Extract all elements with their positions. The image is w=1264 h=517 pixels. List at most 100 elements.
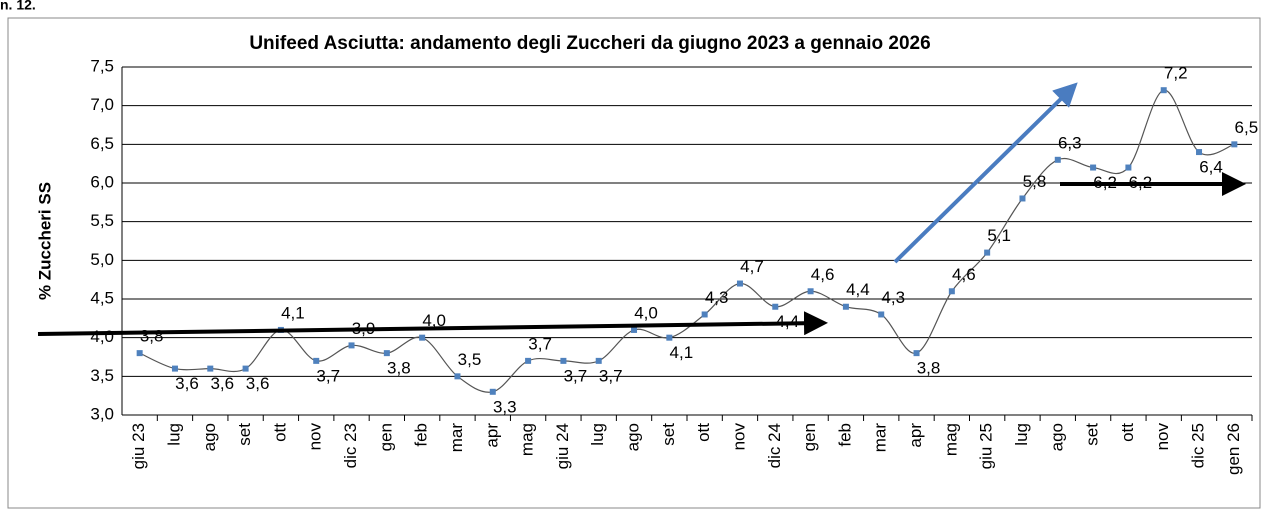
y-tick-label: 3,5: [90, 366, 114, 385]
data-point: [489, 388, 496, 395]
data-label: 3,6: [246, 374, 270, 393]
x-tick-label: apr: [482, 423, 501, 448]
x-tick-label: dic 23: [341, 423, 360, 468]
data-point: [454, 373, 461, 380]
x-tick-label: lug: [588, 423, 607, 446]
data-point: [1019, 195, 1026, 202]
x-tick-label: gen 26: [1224, 423, 1243, 475]
x-tick-label: giu 24: [553, 423, 572, 469]
data-label: 4,0: [634, 303, 658, 322]
data-point: [842, 303, 849, 310]
data-label: 5,8: [1023, 172, 1047, 191]
data-point: [313, 357, 320, 364]
x-tick-label: set: [1083, 423, 1102, 446]
data-point: [1090, 164, 1097, 171]
chart-frame: [7, 17, 1261, 509]
y-tick-label: 4,0: [90, 327, 114, 346]
data-point: [525, 357, 532, 364]
data-point: [207, 365, 214, 372]
data-point: [1160, 87, 1167, 94]
chart-title: Unifeed Asciutta: andamento degli Zucche…: [249, 33, 930, 54]
data-label: 4,3: [881, 288, 905, 307]
x-tick-label: giu 23: [129, 423, 148, 469]
data-point: [666, 334, 673, 341]
x-tick-label: lug: [164, 423, 183, 446]
data-point: [348, 342, 355, 349]
y-tick-label: 7,5: [90, 56, 114, 75]
data-point: [948, 288, 955, 295]
data-label: 6,4: [1199, 158, 1223, 177]
x-tick-label: feb: [412, 423, 431, 447]
data-point: [701, 311, 708, 318]
x-tick-label: set: [235, 423, 254, 446]
x-tick-label: mag: [518, 423, 537, 456]
data-label: 6,3: [1058, 133, 1082, 152]
data-point: [1196, 149, 1203, 156]
data-label: 3,8: [140, 327, 164, 346]
y-tick-label: 4,5: [90, 288, 114, 307]
x-tick-label: ago: [1047, 423, 1066, 451]
x-tick-label: giu 25: [977, 423, 996, 469]
data-point: [383, 350, 390, 357]
page-label: n. 12.: [0, 0, 36, 13]
data-label: 3,7: [564, 366, 588, 385]
x-tick-label: ott: [694, 423, 713, 442]
x-tick-label: mar: [447, 423, 466, 453]
data-point: [984, 249, 991, 256]
x-tick-label: feb: [835, 423, 854, 447]
x-tick-label: nov: [1153, 423, 1172, 451]
data-point: [1125, 164, 1132, 171]
data-point: [913, 350, 920, 357]
data-label: 4,1: [281, 303, 305, 322]
data-label: 4,7: [740, 257, 764, 276]
y-tick-label: 6,0: [90, 172, 114, 191]
x-tick-label: gen: [800, 423, 819, 451]
data-label: 4,1: [670, 343, 694, 362]
data-point: [878, 311, 885, 318]
y-tick-label: 3,0: [90, 404, 114, 423]
data-label: 3,5: [458, 350, 482, 369]
x-tick-label: ott: [1118, 423, 1137, 442]
data-label: 3,7: [316, 366, 340, 385]
data-label: 4,6: [811, 265, 835, 284]
data-point: [419, 334, 426, 341]
data-label: 4,3: [705, 288, 729, 307]
data-point: [171, 365, 178, 372]
trend-arrow: [37, 311, 828, 336]
x-tick-label: ott: [270, 423, 289, 442]
data-point: [772, 303, 779, 310]
x-tick-label: mag: [941, 423, 960, 456]
data-label: 6,5: [1235, 118, 1259, 137]
data-point: [736, 280, 743, 287]
data-label: 3,7: [528, 334, 552, 353]
data-point: [1054, 156, 1061, 163]
data-label: 4,6: [952, 265, 976, 284]
data-label: 3,3: [493, 397, 517, 416]
x-tick-label: set: [659, 423, 678, 446]
x-tick-label: ago: [200, 423, 219, 451]
y-tick-label: 6,5: [90, 134, 114, 153]
data-label: 3,6: [175, 374, 199, 393]
y-tick-label: 5,5: [90, 211, 114, 230]
data-label: 4,4: [846, 280, 870, 299]
y-axis-label: % Zuccheri SS: [35, 182, 54, 300]
data-point: [560, 357, 567, 364]
data-label: 3,8: [387, 359, 411, 378]
y-tick-label: 5,0: [90, 250, 114, 269]
x-tick-label: mar: [871, 423, 890, 453]
data-point: [1231, 141, 1238, 148]
trend-arrow: [893, 82, 1078, 264]
x-tick-label: dic 25: [1189, 423, 1208, 468]
x-tick-label: gen: [376, 423, 395, 451]
x-tick-label: ago: [624, 423, 643, 451]
data-point: [136, 350, 143, 357]
x-tick-label: nov: [306, 423, 325, 451]
data-point: [242, 365, 249, 372]
data-label: 3,7: [599, 366, 623, 385]
x-tick-label: nov: [729, 423, 748, 451]
data-label: 5,1: [987, 226, 1011, 245]
data-point: [631, 326, 638, 333]
data-point: [807, 288, 814, 295]
